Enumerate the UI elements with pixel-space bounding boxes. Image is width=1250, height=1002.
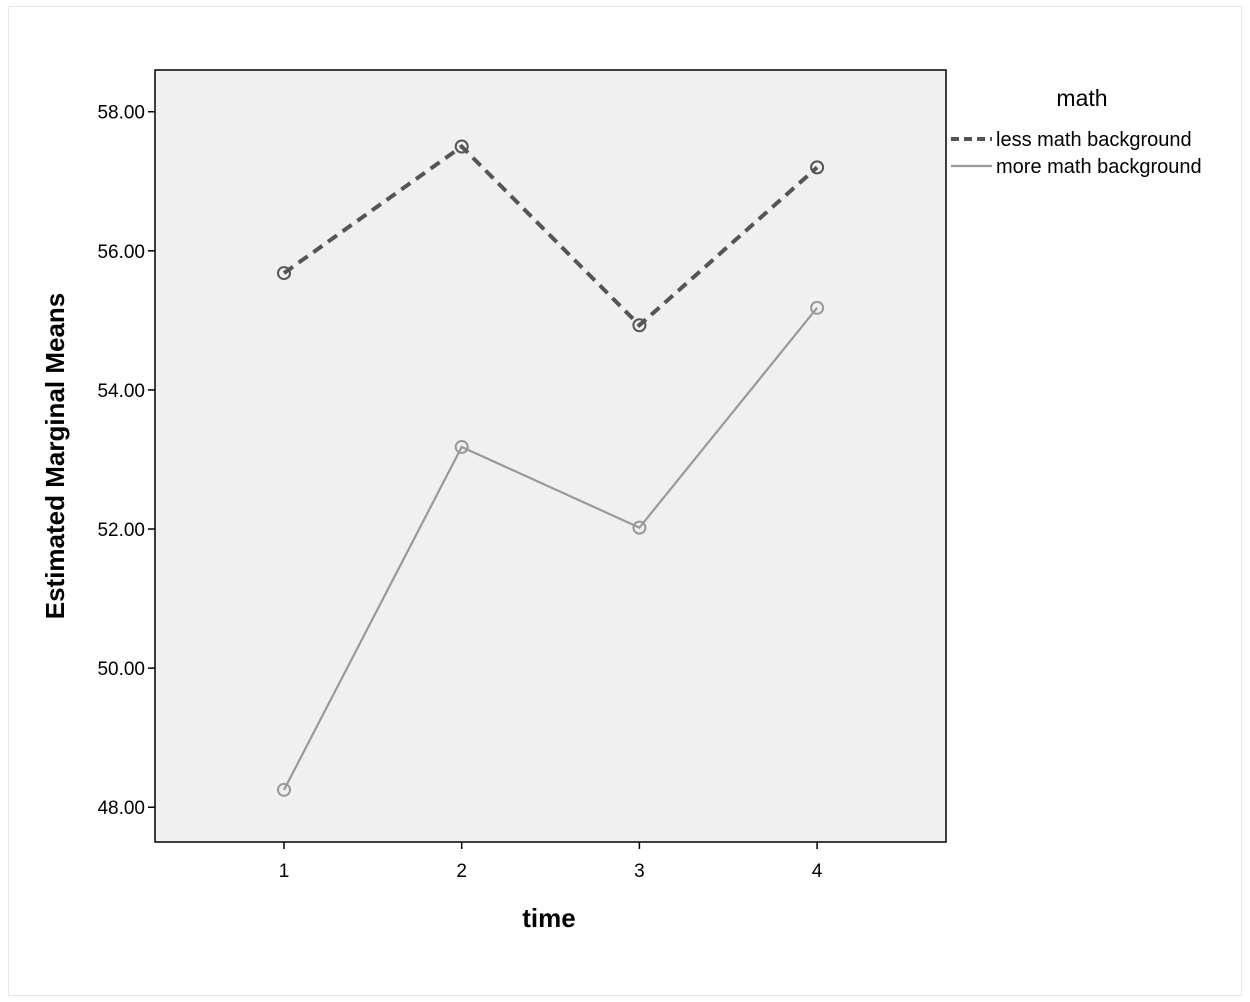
legend-label-1: less math background — [996, 129, 1192, 151]
data-point — [632, 318, 647, 333]
y-tick-label: 56.00 — [97, 242, 145, 263]
legend-label-2: more math background — [996, 156, 1202, 178]
y-tick-label: 48.00 — [97, 798, 145, 819]
data-point — [810, 300, 825, 315]
x-axis: 1 2 3 4 — [279, 842, 823, 882]
chart-frame — [8, 6, 1242, 996]
data-point — [454, 439, 469, 454]
legend: math less math background more math backg… — [951, 85, 1202, 178]
data-point — [810, 160, 825, 175]
y-tick-label: 58.00 — [97, 103, 145, 124]
x-tick-label: 1 — [279, 861, 290, 882]
data-point — [277, 266, 291, 281]
y-axis-title: Estimated Marginal Means — [40, 293, 70, 620]
series-line-1 — [282, 143, 819, 328]
series-layer — [277, 139, 825, 797]
x-tick-label: 3 — [634, 861, 645, 882]
y-axis: 48.00 50.00 52.00 54.00 56.00 58.00 — [97, 103, 155, 819]
x-tick-label: 4 — [812, 861, 823, 882]
series-line-2 — [283, 307, 818, 791]
data-point — [277, 782, 291, 797]
data-point — [454, 139, 469, 154]
y-tick-label: 50.00 — [97, 659, 145, 680]
y-tick-label: 52.00 — [97, 520, 145, 541]
y-tick-label: 54.00 — [97, 381, 145, 402]
legend-title: math — [1056, 85, 1107, 111]
plot-area — [154, 69, 947, 843]
data-point — [632, 520, 647, 535]
x-tick-label: 2 — [456, 861, 467, 882]
x-axis-title: time — [522, 903, 575, 933]
